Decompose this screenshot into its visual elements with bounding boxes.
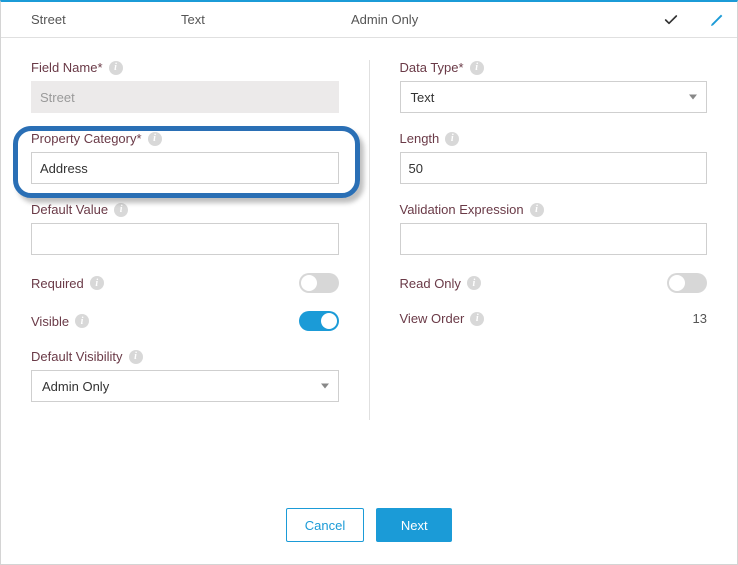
summary-type: Text: [181, 12, 351, 27]
cancel-button[interactable]: Cancel: [286, 508, 364, 542]
default-value-label: Default Value i: [31, 202, 339, 217]
view-order-label: View Order i: [400, 311, 485, 326]
view-order-value: 13: [693, 311, 707, 326]
visible-row: Visible i: [31, 311, 339, 331]
length-input[interactable]: [400, 152, 708, 184]
validation-label-text: Validation Expression: [400, 202, 524, 217]
length-label: Length i: [400, 131, 708, 146]
cancel-button-label: Cancel: [305, 518, 345, 533]
chevron-down-icon: [321, 384, 329, 389]
data-type-select[interactable]: Text: [400, 81, 708, 113]
field-name-label-text: Field Name*: [31, 60, 103, 75]
validation-group: Validation Expression i: [400, 202, 708, 255]
form-body: Field Name* i Property Category* i Defau…: [1, 38, 737, 420]
length-label-text: Length: [400, 131, 440, 146]
property-category-label: Property Category* i: [31, 131, 339, 146]
default-value-input[interactable]: [31, 223, 339, 255]
property-category-input[interactable]: [31, 152, 339, 184]
info-icon[interactable]: i: [530, 203, 544, 217]
default-visibility-value: Admin Only: [42, 379, 109, 394]
required-row: Required i: [31, 273, 339, 293]
info-icon[interactable]: i: [470, 312, 484, 326]
info-icon[interactable]: i: [470, 61, 484, 75]
field-editor-panel: Street Text Admin Only Field Name* i: [0, 0, 738, 565]
info-icon[interactable]: i: [75, 314, 89, 328]
read-only-label-text: Read Only: [400, 276, 461, 291]
data-type-label: Data Type* i: [400, 60, 708, 75]
header-actions: [663, 12, 725, 28]
validation-input[interactable]: [400, 223, 708, 255]
required-label-text: Required: [31, 276, 84, 291]
default-value-label-text: Default Value: [31, 202, 108, 217]
length-group: Length i: [400, 131, 708, 184]
footer-actions: Cancel Next: [1, 508, 737, 542]
field-name-label: Field Name* i: [31, 60, 339, 75]
property-category-label-text: Property Category*: [31, 131, 142, 146]
info-icon[interactable]: i: [109, 61, 123, 75]
default-visibility-label-text: Default Visibility: [31, 349, 123, 364]
summary-header: Street Text Admin Only: [1, 2, 737, 38]
info-icon[interactable]: i: [114, 203, 128, 217]
read-only-label: Read Only i: [400, 276, 481, 291]
next-button[interactable]: Next: [376, 508, 452, 542]
info-icon[interactable]: i: [129, 350, 143, 364]
default-value-group: Default Value i: [31, 202, 339, 255]
data-type-group: Data Type* i Text: [400, 60, 708, 113]
info-icon[interactable]: i: [148, 132, 162, 146]
required-label: Required i: [31, 276, 104, 291]
info-icon[interactable]: i: [467, 276, 481, 290]
field-name-group: Field Name* i: [31, 60, 339, 113]
default-visibility-select[interactable]: Admin Only: [31, 370, 339, 402]
summary-name: Street: [31, 12, 181, 27]
default-visibility-label: Default Visibility i: [31, 349, 339, 364]
summary-visibility: Admin Only: [351, 12, 663, 27]
visible-toggle[interactable]: [299, 311, 339, 331]
default-visibility-group: Default Visibility i Admin Only: [31, 349, 339, 402]
validation-label: Validation Expression i: [400, 202, 708, 217]
read-only-row: Read Only i: [400, 273, 708, 293]
property-category-group: Property Category* i: [31, 131, 339, 184]
view-order-row: View Order i 13: [400, 311, 708, 326]
pencil-icon[interactable]: [709, 12, 725, 28]
visible-label-text: Visible: [31, 314, 69, 329]
data-type-value: Text: [411, 90, 435, 105]
data-type-label-text: Data Type*: [400, 60, 464, 75]
field-name-input: [31, 81, 339, 113]
view-order-label-text: View Order: [400, 311, 465, 326]
right-column: Data Type* i Text Length i: [369, 60, 708, 420]
info-icon[interactable]: i: [90, 276, 104, 290]
read-only-toggle[interactable]: [667, 273, 707, 293]
required-toggle[interactable]: [299, 273, 339, 293]
next-button-label: Next: [401, 518, 428, 533]
info-icon[interactable]: i: [445, 132, 459, 146]
chevron-down-icon: [689, 95, 697, 100]
check-icon[interactable]: [663, 12, 679, 28]
visible-label: Visible i: [31, 314, 89, 329]
left-column: Field Name* i Property Category* i Defau…: [31, 60, 369, 420]
